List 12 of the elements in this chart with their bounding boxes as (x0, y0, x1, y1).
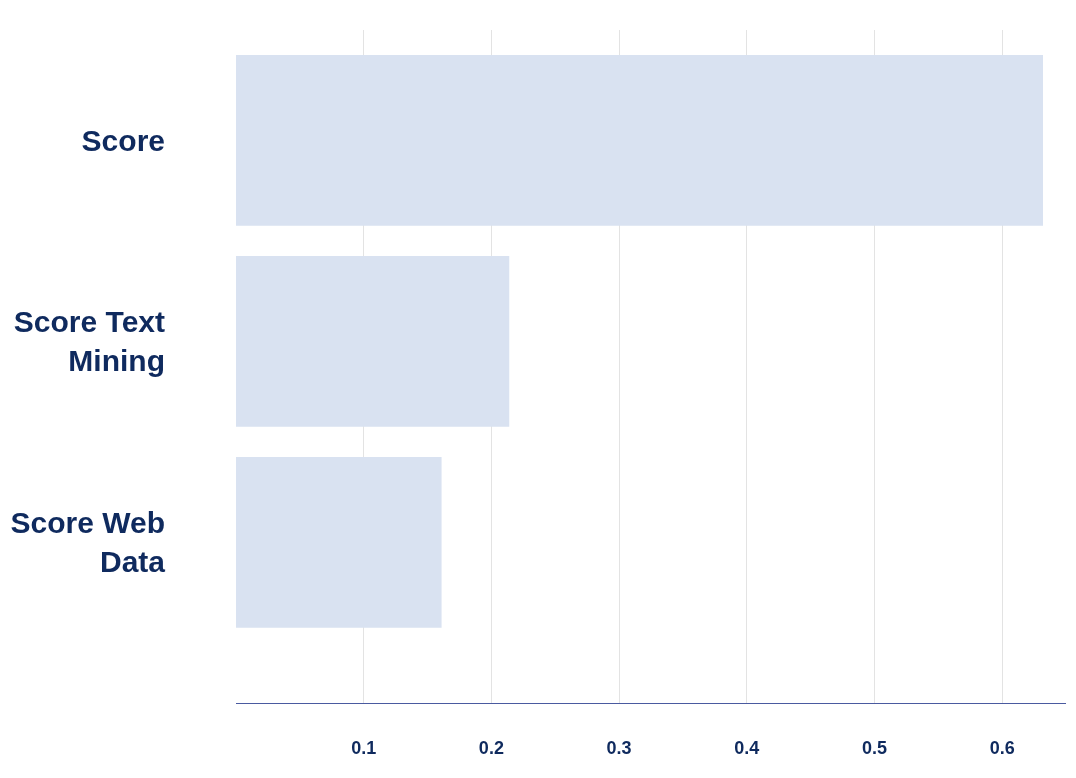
x-tick-label: 0.5 (861, 737, 887, 758)
bar (236, 55, 1044, 226)
x-tick-label: 0.3 (606, 737, 632, 758)
x-tick-label: 0.2 (478, 737, 504, 758)
bar (236, 456, 442, 628)
y-tick-label: Score Web Data (10, 506, 166, 579)
y-tick-label: Score (81, 123, 165, 157)
x-tick-label: 0.1 (351, 737, 377, 758)
x-tick-label: 0.6 (989, 737, 1015, 758)
y-tick-label: Score Text Mining (13, 305, 166, 378)
x-tick-label: 0.4 (734, 737, 760, 758)
bar (236, 256, 510, 427)
